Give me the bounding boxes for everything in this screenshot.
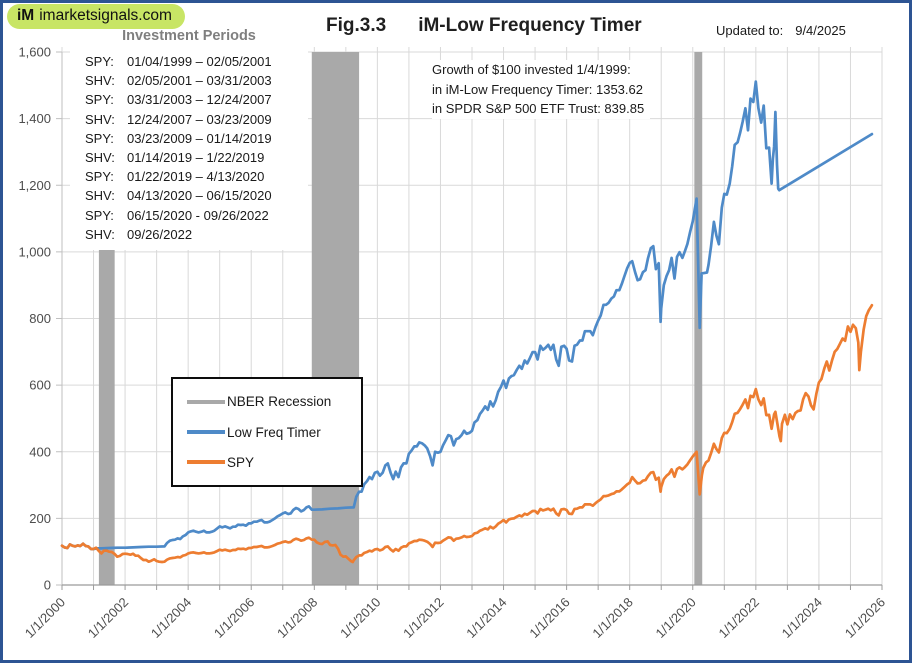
period-ticker: SPY: [85,54,114,69]
period-range: 01/14/2019 – 1/22/2019 [127,150,265,166]
low-freq-timer-line [60,80,874,551]
x-tick-label: 1/1/2026 [842,595,888,641]
updated-label: Updated to: [716,23,784,38]
investment-periods-heading: Investment Periods [122,28,256,44]
investment-period-row: SPY: 01/22/2019 – 4/13/2020 [70,167,308,186]
legend-swatch-spy [187,460,225,465]
y-tick-label: 800 [29,311,51,326]
legend-label: Low Freq Timer [227,424,321,440]
logo-im-mark: iM [17,7,35,24]
legend-swatch-low-freq-timer [187,430,225,434]
period-ticker: SPY: [85,169,114,185]
period-range: 01/04/1999 – 02/05/2001 [127,54,272,69]
investment-period-row: SPY: 03/31/2003 – 12/24/2007 [70,90,308,109]
updated-to: Updated to: 9/4/2025 [716,23,846,38]
legend-item-nber-recession: NBER Recession [187,394,361,409]
period-range: 03/31/2003 – 12/24/2007 [127,92,272,108]
period-ticker: SHV: [85,111,115,127]
x-tick-label: 1/1/2022 [716,595,762,641]
chart-title-row: Fig.3.3 iM-Low Frequency Timer [326,15,642,37]
investment-period-row: SHV: 09/26/2022 [70,225,308,244]
investment-period-row: SPY: 01/04/1999 – 02/05/2001 [70,52,308,71]
legend-item-low-freq-timer: Low Freq Timer [187,425,361,440]
annotation-line: in SPDR S&P 500 ETF Trust: 839.85 [432,101,645,116]
site-logo: iM imarketsignals.com [7,4,185,29]
period-range: 02/05/2001 – 03/31/2003 [127,73,272,89]
investment-periods-panel: Investment Periods SPY: 01/04/1999 – 02/0… [70,28,308,251]
growth-annotation: Growth of $100 invested 1/4/1999: in iM-L… [432,60,651,119]
investment-period-row: SPY: 06/15/2020 - 09/26/2022 [70,206,308,225]
y-tick-label: 600 [29,378,51,393]
axes-layer [56,51,883,590]
chart-legend: NBER Recession Low Freq Timer SPY [171,377,363,487]
legend-swatch-nber-recession [187,399,225,404]
x-tick-label: 1/1/2010 [337,595,383,641]
period-range: 01/22/2019 – 4/13/2020 [127,169,265,185]
x-tick-label: 1/1/2012 [400,595,446,641]
y-tick-label: 1,400 [18,111,51,126]
x-tick-label: 1/1/2016 [526,595,572,641]
period-ticker: SPY: [85,92,114,108]
x-tick-label: 1/1/2000 [22,595,68,641]
y-tick-label: 400 [29,444,51,459]
investment-period-row: SHV: 04/13/2020 – 06/15/2020 [70,186,308,205]
annotation-line: Growth of $100 invested 1/4/1999: [432,62,631,77]
period-range: 03/23/2009 – 01/14/2019 [127,130,272,146]
period-range: 04/13/2020 – 06/15/2020 [127,188,272,204]
x-tick-label: 1/1/2018 [589,595,635,641]
investment-period-row: SHV: 01/14/2019 – 1/22/2019 [70,148,308,167]
period-ticker: SHV: [85,188,115,204]
legend-label: SPY [227,454,255,470]
x-tick-label: 1/1/2002 [85,595,131,641]
spy-line [60,303,874,564]
investment-periods-list: SPY: 01/04/1999 – 02/05/2001 SHV: 02/05/200… [70,52,308,244]
x-tick-label: 1/1/2004 [148,595,194,641]
series-layer [60,80,874,564]
investment-period-row: SPY: 03/23/2009 – 01/14/2019 [70,129,308,148]
y-tick-label: 0 [44,578,51,593]
x-tick-label: 1/1/2008 [274,595,320,641]
updated-date: 9/4/2025 [795,23,846,38]
legend-item-spy: SPY [187,455,361,470]
period-ticker: SHV: [85,226,115,242]
y-tick-label: 1,200 [18,178,51,193]
period-range: 06/15/2020 - 09/26/2022 [127,207,269,223]
y-tick-label: 1,600 [18,45,51,60]
annotation-line: in iM-Low Frequency Timer: 1353.62 [432,81,643,97]
y-tick-label: 200 [29,511,51,526]
x-tick-label: 1/1/2006 [211,595,257,641]
logo-domain-text: imarketsignals.com [39,7,172,24]
y-tick-label: 1,000 [18,244,51,259]
x-tick-label: 1/1/2024 [779,595,825,641]
investment-period-row: SHV: 02/05/2001 – 03/31/2003 [70,71,308,90]
x-tick-label: 1/1/2014 [463,595,509,641]
page-title: iM-Low Frequency Timer [418,15,642,36]
figure-number: Fig.3.3 [326,15,387,36]
period-ticker: SPY: [85,207,114,223]
x-tick-label: 1/1/2020 [652,595,698,641]
period-range: 09/26/2022 [127,226,193,242]
period-ticker: SPY: [85,130,114,146]
period-ticker: SHV: [85,73,115,89]
recession-band [311,52,360,585]
legend-label: NBER Recession [227,394,332,410]
period-range: 12/24/2007 – 03/23/2009 [127,111,272,127]
period-ticker: SHV: [85,150,115,166]
investment-period-row: SHV: 12/24/2007 – 03/23/2009 [70,110,308,129]
